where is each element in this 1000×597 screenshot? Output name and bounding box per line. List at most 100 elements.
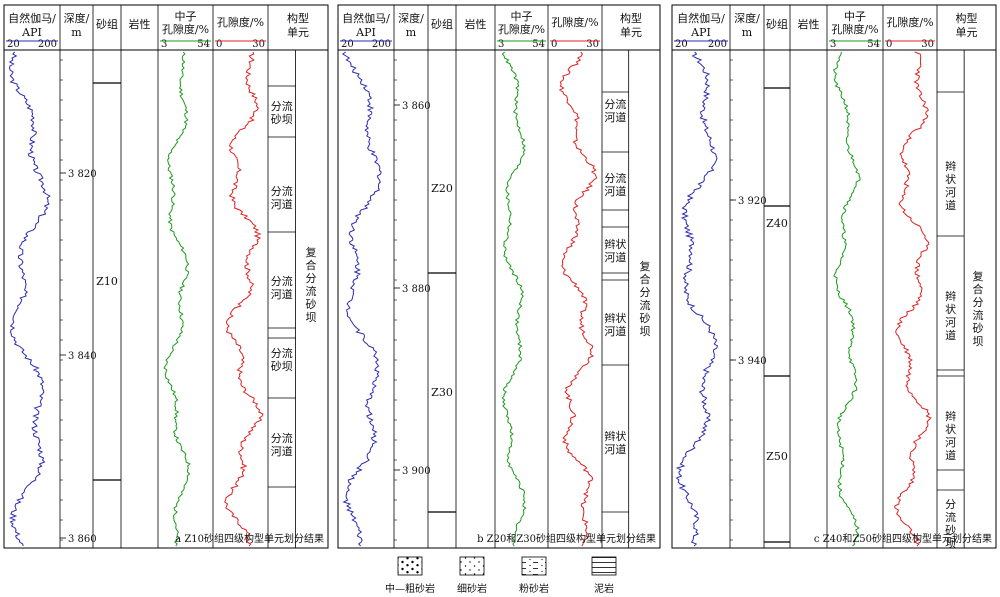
composite-unit-label: 坝 xyxy=(306,310,317,324)
gamma-header: 自然伽马/ xyxy=(677,11,725,25)
unit-label: 道 xyxy=(945,198,956,212)
gamma-unit: API xyxy=(21,26,42,39)
porosity-curve xyxy=(224,51,264,547)
depth-unit: m xyxy=(406,26,417,39)
sand-group-label: Z40 xyxy=(766,217,788,230)
composite-unit-label: 复 xyxy=(973,269,984,283)
unit-label: 分流 xyxy=(271,274,293,288)
unit-label: 河道 xyxy=(604,110,626,124)
gamma-ray-curve xyxy=(341,51,382,547)
neutron-porosity-curve xyxy=(501,51,527,547)
composite-unit-label: 坝 xyxy=(973,334,984,348)
unit-label: 辫 xyxy=(945,409,956,423)
unit-label: 分 xyxy=(945,498,956,511)
composite-unit-label: 复 xyxy=(640,259,651,273)
legend-mud-label: 泥岩 xyxy=(594,582,614,595)
unit-label: 河 xyxy=(945,316,956,329)
unit-label: 状 xyxy=(945,172,956,186)
depth-header: 深度/ xyxy=(64,11,90,25)
depth-header: 深度/ xyxy=(734,11,760,25)
composite-unit-label: 合 xyxy=(640,272,651,286)
unit-label: 分流 xyxy=(604,171,626,185)
composite-unit-label: 分 xyxy=(973,296,984,309)
porosity-scale-max: 30 xyxy=(921,39,934,50)
depth-tick-label: 3 860 xyxy=(402,101,431,112)
unit-label: 河道 xyxy=(604,184,626,198)
depth-tick-label: 3 860 xyxy=(68,534,97,545)
siltstone-swatch xyxy=(521,556,547,576)
neutron-scale-max: 54 xyxy=(532,39,545,50)
porosity-scale-max: 30 xyxy=(252,39,265,50)
depth-unit: m xyxy=(71,26,82,39)
neutron-scale-min: 3 xyxy=(161,39,167,50)
unit-label: 辫状 xyxy=(604,237,626,251)
composite-unit-label: 流 xyxy=(973,308,984,322)
unit-label: 分流 xyxy=(271,346,293,360)
neutron-header: 中子 xyxy=(511,10,533,23)
gamma-ray-curve xyxy=(675,51,719,547)
unit-label: 砂坝 xyxy=(271,359,293,373)
porosity-header: 孔隙度/% xyxy=(551,15,598,29)
gamma-scale-max: 200 xyxy=(708,39,727,50)
porosity-curve xyxy=(894,51,932,547)
gamma-scale-max: 200 xyxy=(372,39,391,50)
sand-group-label: Z30 xyxy=(431,386,453,399)
panel-caption: b Z20和Z30砂组四级构型单元划分结果 xyxy=(477,532,656,545)
unit-label: 分流 xyxy=(604,97,626,111)
neutron-unit: 孔隙度/% xyxy=(831,22,878,36)
porosity-scale-min: 0 xyxy=(551,39,557,50)
unit-label: 河 xyxy=(945,436,956,449)
coarse-sandstone-swatch xyxy=(397,556,423,576)
composite-unit-label: 分 xyxy=(306,272,317,285)
neutron-porosity-curve xyxy=(163,51,191,547)
unit-header-2: 单元 xyxy=(287,26,309,39)
lithology-header: 岩性 xyxy=(465,17,487,31)
unit-label: 河道 xyxy=(271,444,293,458)
panel-frame xyxy=(337,4,661,549)
composite-unit-label: 合 xyxy=(306,258,317,272)
unit-header: 构型 xyxy=(956,11,978,25)
depth-tick-label: 3 820 xyxy=(68,169,97,180)
composite-unit-label: 砂 xyxy=(640,312,651,325)
neutron-scale-max: 54 xyxy=(867,39,880,50)
depth-tick-label: 3 920 xyxy=(738,196,767,207)
mudstone-swatch xyxy=(591,556,617,576)
unit-label: 河道 xyxy=(604,250,626,264)
gamma-unit: API xyxy=(355,26,376,39)
unit-label: 坝 xyxy=(945,536,956,550)
neutron-scale-min: 3 xyxy=(830,39,836,50)
composite-unit-label: 流 xyxy=(640,298,651,312)
lithology-legend: 中—粗砂岩 细砂岩 粉砂岩 泥岩 xyxy=(385,556,617,595)
neutron-unit: 孔隙度/% xyxy=(498,22,545,36)
sand-group-header: 砂组 xyxy=(431,17,453,31)
unit-label: 河 xyxy=(945,186,956,199)
gamma-ray-curve xyxy=(8,51,51,547)
unit-header-2: 单元 xyxy=(620,26,642,39)
gamma-scale-min: 20 xyxy=(675,39,688,50)
gamma-scale-min: 20 xyxy=(7,39,20,50)
unit-header: 构型 xyxy=(620,11,642,25)
gamma-scale-min: 20 xyxy=(341,39,354,50)
unit-label: 道 xyxy=(945,448,956,462)
unit-label: 河道 xyxy=(604,324,626,338)
composite-unit-label: 复 xyxy=(306,245,317,259)
unit-label: 河道 xyxy=(604,442,626,456)
legend-coarse-label: 中—粗砂岩 xyxy=(385,582,435,595)
sand-group-label: Z10 xyxy=(96,275,118,288)
panel-caption: a Z10砂组四级构型单元划分结果 xyxy=(175,532,324,545)
unit-label: 辫 xyxy=(945,159,956,173)
panel-caption: c Z40和Z50砂组四级构型单元划分结果 xyxy=(814,532,992,545)
composite-unit-label: 合 xyxy=(973,282,984,296)
unit-header: 构型 xyxy=(287,11,309,25)
neutron-scale-max: 54 xyxy=(197,39,210,50)
unit-label: 道 xyxy=(945,328,956,342)
unit-header-2: 单元 xyxy=(956,26,978,39)
porosity-header: 孔隙度/% xyxy=(886,15,933,29)
porosity-scale-min: 0 xyxy=(216,39,222,50)
neutron-header: 中子 xyxy=(175,10,197,23)
unit-label: 状 xyxy=(945,302,956,316)
